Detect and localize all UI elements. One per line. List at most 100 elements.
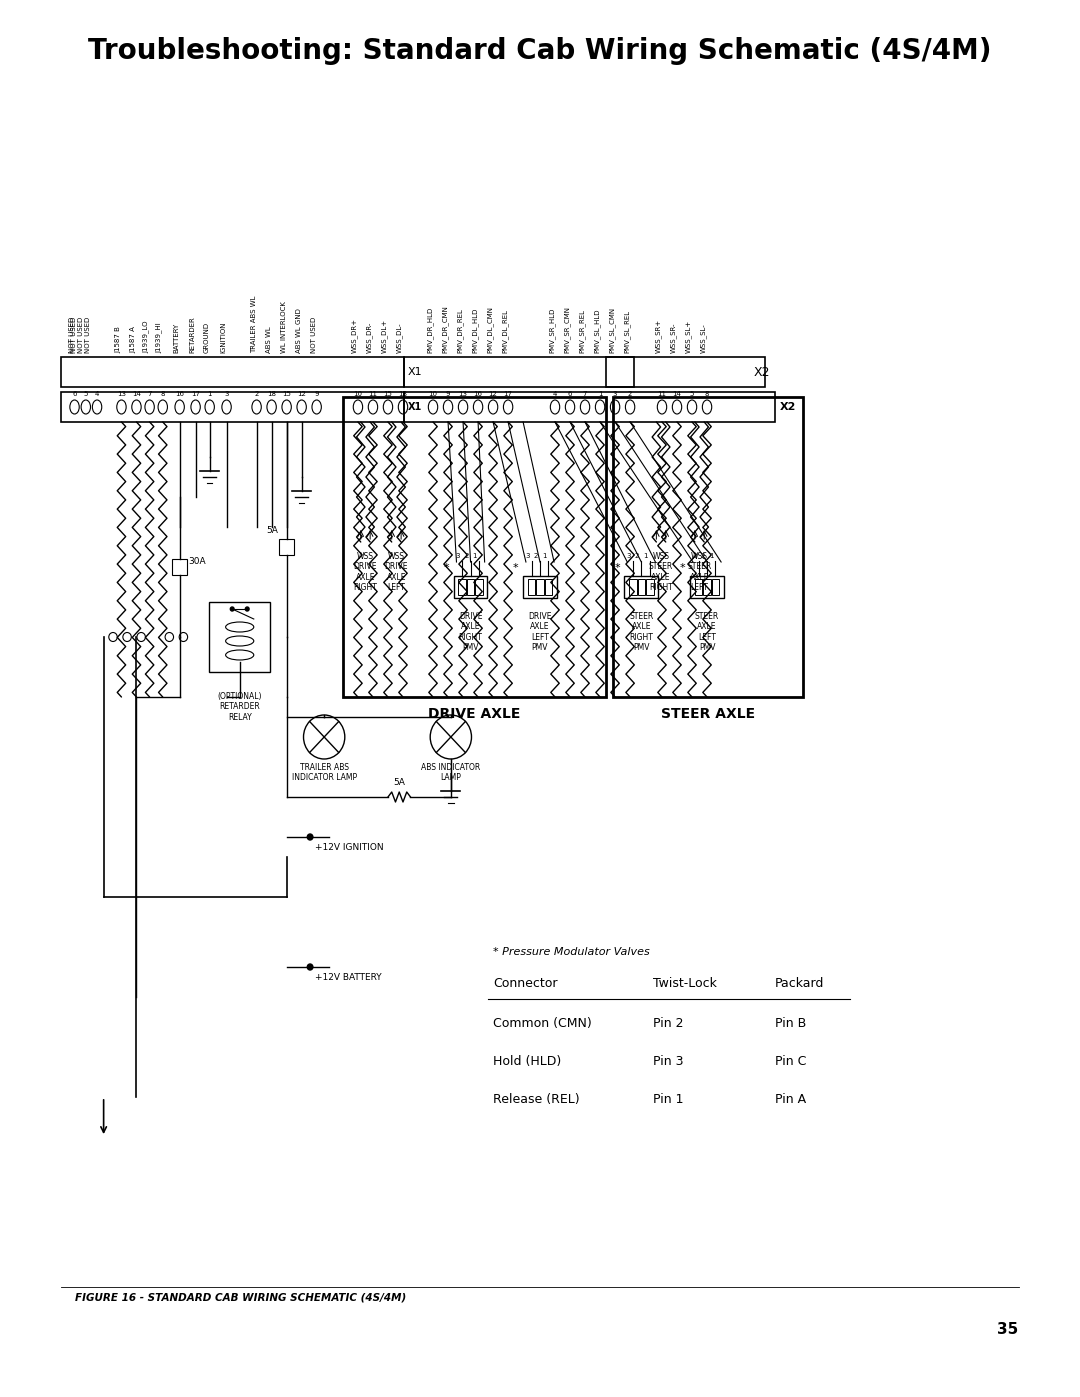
Text: WSS_SL-: WSS_SL- bbox=[700, 323, 707, 353]
Text: Pin 2: Pin 2 bbox=[652, 1017, 684, 1030]
Text: +12V BATTERY: +12V BATTERY bbox=[314, 972, 381, 982]
Text: PMV_SL_REL: PMV_SL_REL bbox=[623, 310, 630, 353]
Bar bbox=[712, 578, 719, 595]
Text: WSS_DR+: WSS_DR+ bbox=[351, 319, 357, 353]
Text: IGNITION: IGNITION bbox=[220, 321, 227, 353]
Text: 15: 15 bbox=[282, 391, 292, 397]
Text: 8: 8 bbox=[705, 391, 710, 397]
Text: Pin 1: Pin 1 bbox=[652, 1092, 684, 1106]
Text: Troubleshooting: Standard Cab Wiring Schematic (4S/4M): Troubleshooting: Standard Cab Wiring Sch… bbox=[89, 36, 991, 66]
Bar bbox=[523, 576, 557, 598]
Text: WSS_SR-: WSS_SR- bbox=[671, 323, 677, 353]
Text: PMV_DL_CMN: PMV_DL_CMN bbox=[486, 306, 494, 353]
Text: 30A: 30A bbox=[188, 557, 205, 567]
Text: 7: 7 bbox=[147, 391, 152, 397]
Text: 15: 15 bbox=[383, 391, 392, 397]
Text: WSS
STEER
AXLE
RIGHT: WSS STEER AXLE RIGHT bbox=[649, 552, 673, 592]
Text: Hold (HLD): Hold (HLD) bbox=[494, 1055, 562, 1067]
Text: 5A: 5A bbox=[267, 527, 279, 535]
Text: PMV_DR_REL: PMV_DR_REL bbox=[456, 309, 463, 353]
Bar bbox=[454, 576, 487, 598]
Text: 18: 18 bbox=[267, 391, 276, 397]
Text: WSS_SR+: WSS_SR+ bbox=[656, 319, 662, 353]
Text: WSS_DL+: WSS_DL+ bbox=[381, 319, 388, 353]
Text: 5: 5 bbox=[690, 391, 694, 397]
Bar bbox=[528, 578, 536, 595]
Text: PMV_SR_CMN: PMV_SR_CMN bbox=[564, 306, 570, 353]
Text: 12: 12 bbox=[488, 391, 498, 397]
Text: Pin B: Pin B bbox=[774, 1017, 806, 1030]
Text: NOT USED: NOT USED bbox=[311, 317, 316, 353]
Text: NOT USED: NOT USED bbox=[68, 317, 75, 353]
Text: 7: 7 bbox=[583, 391, 588, 397]
Bar bbox=[703, 578, 711, 595]
Text: 3: 3 bbox=[692, 553, 697, 559]
Text: PMV_DL_HLD: PMV_DL_HLD bbox=[471, 307, 478, 353]
Text: BATTERY: BATTERY bbox=[174, 323, 179, 353]
Bar bbox=[404, 393, 774, 422]
Text: Common (CMN): Common (CMN) bbox=[494, 1017, 592, 1030]
Text: 4: 4 bbox=[553, 391, 557, 397]
Circle shape bbox=[230, 608, 234, 610]
Bar bbox=[475, 578, 483, 595]
Text: 18: 18 bbox=[399, 391, 407, 397]
Text: X1: X1 bbox=[407, 367, 422, 377]
Bar bbox=[694, 578, 702, 595]
Text: Release (REL): Release (REL) bbox=[494, 1092, 580, 1106]
Text: 14: 14 bbox=[673, 391, 681, 397]
Text: STEER
AXLE
LEFT
PMV: STEER AXLE LEFT PMV bbox=[694, 612, 719, 652]
Text: PMV_SR_HLD: PMV_SR_HLD bbox=[549, 307, 555, 353]
Circle shape bbox=[245, 608, 249, 610]
Bar bbox=[630, 578, 636, 595]
Text: Pin C: Pin C bbox=[774, 1055, 806, 1067]
Bar bbox=[467, 578, 474, 595]
Text: Packard: Packard bbox=[774, 977, 824, 990]
Text: STEER
AXLE
RIGHT
PMV: STEER AXLE RIGHT PMV bbox=[630, 612, 653, 652]
Text: 3: 3 bbox=[612, 391, 618, 397]
Text: PMV_DR_HLD: PMV_DR_HLD bbox=[427, 307, 433, 353]
Text: 11: 11 bbox=[368, 391, 378, 397]
Text: 1: 1 bbox=[207, 391, 212, 397]
Text: Pin 3: Pin 3 bbox=[652, 1055, 684, 1067]
Text: WSS
STEER
AXLE
LEFT: WSS STEER AXLE LEFT bbox=[687, 552, 712, 592]
Text: *: * bbox=[513, 563, 518, 573]
Text: 10: 10 bbox=[353, 391, 363, 397]
Bar bbox=[210, 602, 270, 672]
Text: 1: 1 bbox=[644, 553, 648, 559]
Bar bbox=[646, 578, 653, 595]
Text: 1: 1 bbox=[708, 553, 714, 559]
Text: 1: 1 bbox=[473, 553, 477, 559]
Text: J1939_HI: J1939_HI bbox=[156, 323, 163, 353]
Bar bbox=[613, 397, 802, 697]
Text: DRIVE
AXLE
LEFT
PMV: DRIVE AXLE LEFT PMV bbox=[528, 612, 552, 652]
Text: WSS
DRIVE
AXLE
RIGHT: WSS DRIVE AXLE RIGHT bbox=[353, 552, 377, 592]
Circle shape bbox=[308, 964, 313, 970]
Text: WSS_DL-: WSS_DL- bbox=[396, 323, 403, 353]
Text: J1587 B: J1587 B bbox=[116, 326, 121, 353]
Text: PMV_DL_REL: PMV_DL_REL bbox=[501, 309, 508, 353]
Text: J1939_LO: J1939_LO bbox=[143, 320, 150, 353]
Text: 9: 9 bbox=[314, 391, 319, 397]
Bar bbox=[458, 578, 465, 595]
Text: 17: 17 bbox=[503, 391, 513, 397]
Text: 2: 2 bbox=[534, 553, 538, 559]
Text: 1: 1 bbox=[542, 553, 546, 559]
Bar bbox=[624, 576, 658, 598]
Text: STEER AXLE: STEER AXLE bbox=[661, 707, 755, 721]
Text: (OPTIONAL)
RETARDER
RELAY: (OPTIONAL) RETARDER RELAY bbox=[217, 692, 262, 722]
Text: DRIVE AXLE: DRIVE AXLE bbox=[428, 707, 521, 721]
Text: X2: X2 bbox=[780, 402, 797, 412]
Text: 9: 9 bbox=[446, 391, 450, 397]
Bar bbox=[172, 559, 187, 576]
Text: RETARDER: RETARDER bbox=[190, 316, 195, 353]
Text: 10: 10 bbox=[429, 391, 437, 397]
Text: X1: X1 bbox=[407, 402, 422, 412]
Text: 6: 6 bbox=[568, 391, 572, 397]
Text: TRAILER ABS WL: TRAILER ABS WL bbox=[251, 296, 257, 353]
Text: WSS_DR-: WSS_DR- bbox=[366, 321, 373, 353]
Text: WSS_SL+: WSS_SL+ bbox=[686, 320, 692, 353]
Text: 11: 11 bbox=[658, 391, 666, 397]
Text: 3: 3 bbox=[225, 391, 229, 397]
Text: PMV_SL_CMN: PMV_SL_CMN bbox=[608, 307, 616, 353]
Bar bbox=[690, 576, 724, 598]
